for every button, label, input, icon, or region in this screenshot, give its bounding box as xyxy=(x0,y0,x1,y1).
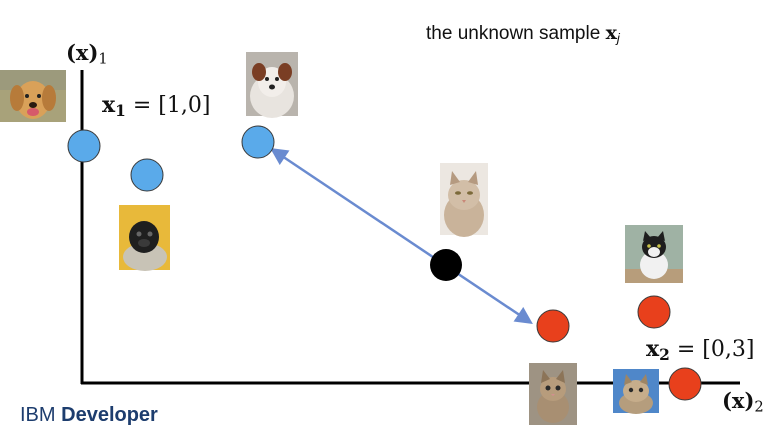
tuxedo-cat-photo-icon xyxy=(625,225,683,283)
tabby-cat-photo-icon xyxy=(613,369,659,414)
dog-point xyxy=(130,158,164,192)
x2-label: x2 = [0,3] xyxy=(646,336,755,364)
y-axis-label: (x)1 xyxy=(66,40,108,68)
dog-point xyxy=(241,125,275,159)
cat-point xyxy=(536,309,570,343)
border-collie-photo-icon xyxy=(246,52,298,118)
ibm-developer-logo: IBM Developer xyxy=(20,404,158,426)
x-axis-label: (x)2 xyxy=(722,388,764,416)
maine-coon-photo-icon xyxy=(440,163,488,237)
pug-photo-icon xyxy=(119,205,170,271)
cat-point xyxy=(637,295,671,329)
dog-photo-icon xyxy=(0,70,66,122)
unknown-point xyxy=(430,249,462,281)
distance-arrow xyxy=(270,148,533,324)
cat-point xyxy=(668,367,702,401)
unknown-sample-title: the unknown sample xj xyxy=(426,22,620,46)
kitten-photo-icon xyxy=(529,363,577,425)
x1-label: x1 = [1,0] xyxy=(102,92,211,120)
dog-point xyxy=(67,129,101,163)
